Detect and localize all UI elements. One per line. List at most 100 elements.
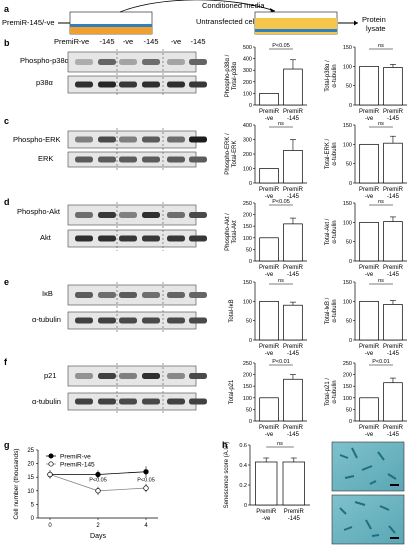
band	[142, 398, 160, 405]
legend-label: PremiR-ve	[60, 454, 91, 461]
band	[189, 136, 207, 143]
y-tick-label: 50	[246, 247, 252, 253]
bar	[359, 300, 379, 341]
band	[167, 156, 185, 163]
x-tick-label: PremiR	[359, 109, 380, 115]
y-tick-label: 50	[246, 319, 252, 325]
band	[142, 235, 160, 242]
y-axis-label: Total-p21 /	[325, 378, 331, 406]
y-tick-label: 400	[243, 123, 252, 129]
y-axis-label: Phospho-Akt /	[225, 213, 231, 251]
band	[119, 81, 137, 88]
blot-label-akt: Akt	[40, 233, 52, 242]
x-tick-label: -145	[387, 272, 400, 278]
x-tick-label: 2	[96, 523, 100, 529]
y-tick-label: 100	[343, 64, 352, 70]
band	[119, 398, 137, 405]
band	[119, 59, 137, 65]
y-tick-label: 150	[343, 123, 352, 129]
y-tick-label: 150	[243, 280, 252, 286]
band	[75, 81, 93, 88]
blot-label-erk: ERK	[38, 154, 53, 163]
x-tick-label: PremiR	[259, 109, 280, 115]
y-tick-label: 0.6	[239, 443, 247, 449]
bar	[259, 397, 279, 422]
lane-label: -ve	[123, 37, 133, 46]
x-tick-label: PremiR	[359, 344, 380, 350]
x-tick-label: -ve	[265, 351, 274, 357]
bar	[283, 150, 303, 184]
legend-label: PremiR-145	[60, 462, 95, 469]
bar-chart-c2: 050100150PremiR-vePremiR-145nsTotal-ERK …	[325, 121, 407, 200]
dish-left	[69, 11, 153, 35]
y-tick-label: 150	[243, 224, 252, 230]
y-tick-label: 100	[243, 299, 252, 305]
band	[98, 156, 116, 163]
blot-label-tubulin-f: α-tubulin	[32, 397, 61, 406]
band	[142, 292, 160, 298]
bar	[255, 461, 278, 506]
significance-label: ns	[278, 278, 284, 284]
y-tick-label: 100	[343, 220, 352, 226]
x-tick-label: -145	[387, 351, 400, 357]
arrow-head	[354, 20, 358, 26]
y-axis-label: Total-p38α	[232, 61, 238, 90]
panel-letter-c: c	[4, 116, 9, 126]
x-tick-label: PremiR	[283, 109, 304, 115]
y-tick-label: 300	[243, 138, 252, 144]
y-tick-label: 50	[346, 162, 352, 168]
y-tick-label: 0	[349, 181, 352, 187]
x-tick-label: -145	[387, 116, 400, 122]
bar-chart-e2: 050100150PremiR-vePremiR-145nsTotal-IκB …	[325, 278, 407, 357]
schematic-left-label: PremiR-145/-ve	[2, 18, 55, 27]
y-axis-label: Phospho-p38α /	[225, 54, 231, 97]
data-point	[143, 469, 149, 475]
y-tick-label: 0.4	[239, 463, 247, 469]
bar	[259, 300, 279, 341]
x-tick-label: -145	[287, 351, 300, 357]
dish-right	[254, 11, 338, 35]
band	[142, 136, 160, 143]
y-tick-label: 0	[31, 516, 35, 522]
band	[98, 317, 116, 324]
band	[98, 398, 116, 405]
y-axis-label: α-tubulin	[332, 142, 338, 165]
data-point	[95, 471, 101, 478]
y-tick-label: 0	[349, 103, 352, 109]
band	[189, 156, 207, 163]
y-tick-label: 0	[244, 503, 247, 509]
band	[98, 212, 116, 218]
y-axis-label: α-tubulin	[332, 220, 338, 243]
y-tick-label: 150	[243, 384, 252, 390]
x-tick-label: -ve	[365, 351, 374, 357]
bar-chart-b1: 0100200300400500PremiR-vePremiR-145P<0.0…	[225, 43, 307, 122]
y-tick-label: 150	[343, 280, 352, 286]
lysate-label: lysate	[366, 24, 386, 33]
bar-chart-h: 00.20.40.6PremiR-vePremiR-145nsSenescenc…	[224, 441, 310, 522]
conditioned-media-label: Conditioned media	[202, 1, 265, 10]
x-tick-label: PremiR	[359, 265, 380, 271]
band	[167, 235, 185, 242]
band	[142, 59, 160, 65]
band	[167, 317, 185, 324]
y-tick-label: 0	[349, 419, 352, 425]
y-tick-label: 200	[343, 373, 352, 379]
x-tick-label: PremiR	[283, 425, 304, 431]
bar	[283, 223, 303, 262]
y-tick-label: 100	[343, 299, 352, 305]
significance-label: ns	[378, 199, 384, 205]
band	[167, 212, 185, 218]
band	[189, 398, 207, 405]
bar	[283, 378, 303, 422]
y-tick-label: 200	[243, 152, 252, 158]
band	[75, 317, 93, 324]
band	[75, 59, 93, 65]
y-tick-label: 100	[243, 91, 252, 97]
band	[142, 373, 160, 379]
bar-chart-f2: 050100150200250PremiR-vePremiR-145P<0.01…	[325, 359, 407, 438]
band	[98, 59, 116, 65]
significance-label: P<0.01	[372, 359, 390, 365]
x-tick-label: -ve	[265, 116, 274, 122]
micrograph-ve	[331, 441, 405, 492]
